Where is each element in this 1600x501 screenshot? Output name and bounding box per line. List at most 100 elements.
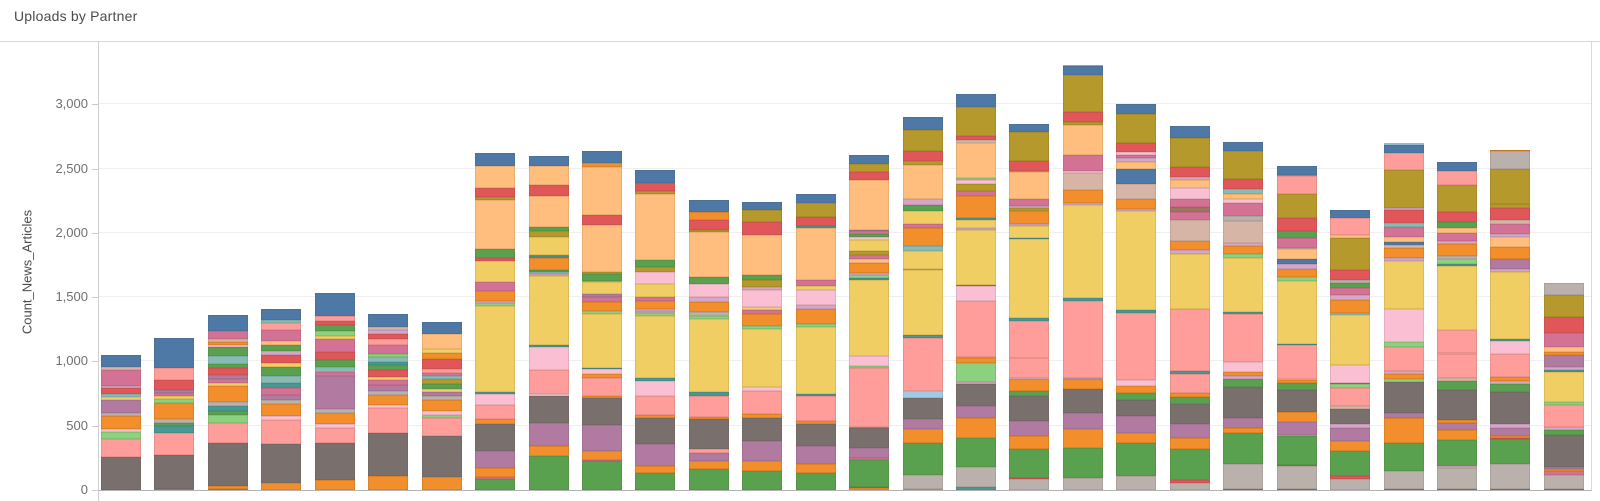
bar-segment[interactable] <box>528 255 569 259</box>
bar-segment[interactable] <box>1330 270 1371 281</box>
bar-segment[interactable] <box>742 328 783 388</box>
bar-segment[interactable] <box>368 365 409 371</box>
bar-segment[interactable] <box>421 414 462 419</box>
bar-segment[interactable] <box>581 163 622 167</box>
bar-segment[interactable] <box>1116 169 1157 185</box>
bar-segment[interactable] <box>1330 295 1371 301</box>
bar-segment[interactable] <box>1437 377 1477 382</box>
bar-segment[interactable] <box>1116 416 1157 433</box>
bar-segment[interactable] <box>261 403 302 416</box>
bar-segment[interactable] <box>475 282 516 292</box>
bar-segment[interactable] <box>1437 232 1477 241</box>
bar-segment[interactable] <box>1383 308 1424 343</box>
bar-segment[interactable] <box>849 486 890 489</box>
bar-segment[interactable] <box>1490 437 1531 440</box>
bar-segment[interactable] <box>1437 265 1477 330</box>
bar-segment[interactable] <box>581 166 622 216</box>
bar-segment[interactable] <box>581 451 622 460</box>
bar-segment[interactable] <box>1116 379 1157 387</box>
bar-segment[interactable] <box>795 280 836 287</box>
bar-segment[interactable] <box>1330 424 1371 428</box>
bar-segment[interactable] <box>635 193 676 260</box>
bar-segment[interactable] <box>1490 354 1531 378</box>
bar-segment[interactable] <box>101 367 141 370</box>
bar-segment[interactable] <box>902 205 943 211</box>
bar-segment[interactable] <box>154 402 195 419</box>
bar-segment[interactable] <box>795 286 836 291</box>
stacked-bar[interactable] <box>1062 64 1103 490</box>
bar-segment[interactable] <box>956 230 997 285</box>
bar-segment[interactable] <box>1062 205 1103 298</box>
bar-segment[interactable] <box>849 272 890 276</box>
bar-segment[interactable] <box>849 164 890 172</box>
bar-segment[interactable] <box>1116 113 1157 144</box>
bar-segment[interactable] <box>1383 442 1424 471</box>
bar-segment[interactable] <box>1330 387 1371 406</box>
bar-segment[interactable] <box>421 379 462 384</box>
bar-segment[interactable] <box>635 283 676 298</box>
stacked-bar[interactable] <box>581 150 622 490</box>
bar-segment[interactable] <box>1116 392 1157 400</box>
bar-segment[interactable] <box>368 362 409 366</box>
bar-segment[interactable] <box>1223 488 1264 490</box>
bar-segment[interactable] <box>475 405 516 420</box>
bar-segment[interactable] <box>421 436 462 477</box>
bar-segment[interactable] <box>421 399 462 412</box>
bar-segment[interactable] <box>581 271 622 275</box>
bar-segment[interactable] <box>475 391 516 394</box>
bar-segment[interactable] <box>956 190 997 196</box>
bar-segment[interactable] <box>1330 283 1371 289</box>
bar-segment[interactable] <box>1383 379 1424 383</box>
bar-segment[interactable] <box>1223 141 1264 151</box>
bar-segment[interactable] <box>902 199 943 206</box>
bar-segment[interactable] <box>956 284 997 287</box>
bar-segment[interactable] <box>849 355 890 367</box>
bar-segment[interactable] <box>795 393 836 396</box>
bar-segment[interactable] <box>1490 207 1531 221</box>
bar-segment[interactable] <box>207 347 248 357</box>
bar-segment[interactable] <box>1330 314 1371 365</box>
bar-segment[interactable] <box>1223 313 1264 363</box>
bar-segment[interactable] <box>1383 417 1424 443</box>
bar-segment[interactable] <box>314 479 355 490</box>
bar-segment[interactable] <box>421 369 462 373</box>
stacked-bar[interactable] <box>1490 149 1531 490</box>
bar-segment[interactable] <box>1330 209 1371 219</box>
bar-segment[interactable] <box>1276 166 1317 175</box>
bar-segment[interactable] <box>421 396 462 400</box>
bar-segment[interactable] <box>635 395 676 416</box>
bar-segment[interactable] <box>1383 247 1424 258</box>
bar-segment[interactable] <box>742 470 783 490</box>
bar-segment[interactable] <box>1543 370 1584 372</box>
bar-segment[interactable] <box>528 184 569 197</box>
bar-segment[interactable] <box>1276 378 1317 380</box>
bar-segment[interactable] <box>1330 405 1371 410</box>
bar-segment[interactable] <box>1276 421 1317 435</box>
bar-segment[interactable] <box>1223 215 1264 221</box>
bar-segment[interactable] <box>368 379 409 385</box>
bar-segment[interactable] <box>688 416 729 420</box>
bar-segment[interactable] <box>1543 466 1584 469</box>
bar-segment[interactable] <box>1223 427 1264 433</box>
stacked-bar[interactable] <box>1169 126 1210 490</box>
bar-segment[interactable] <box>1276 277 1317 281</box>
bar-segment[interactable] <box>1330 280 1371 284</box>
bar-segment[interactable] <box>1276 383 1317 390</box>
bar-segment[interactable] <box>368 475 409 490</box>
bar-segment[interactable] <box>1276 464 1317 466</box>
bar-segment[interactable] <box>1009 237 1050 240</box>
bar-segment[interactable] <box>742 209 783 222</box>
bar-segment[interactable] <box>581 395 622 398</box>
bar-segment[interactable] <box>207 401 248 406</box>
bar-segment[interactable] <box>314 412 355 425</box>
bar-segment[interactable] <box>1062 122 1103 125</box>
bar-segment[interactable] <box>635 310 676 314</box>
bar-segment[interactable] <box>1276 247 1317 249</box>
bar-segment[interactable] <box>1490 427 1531 436</box>
bar-segment[interactable] <box>1490 204 1531 208</box>
bar-segment[interactable] <box>635 170 676 183</box>
bar-segment[interactable] <box>1543 401 1584 406</box>
bar-segment[interactable] <box>1383 226 1424 237</box>
bar-segment[interactable] <box>581 215 622 226</box>
bar-segment[interactable] <box>1116 151 1157 155</box>
